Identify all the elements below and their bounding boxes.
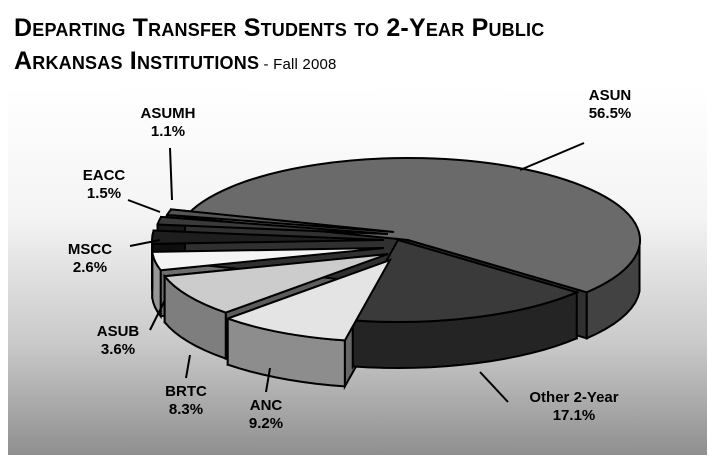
slice-asun	[183, 157, 641, 294]
leader-line-brtc	[185, 354, 191, 379]
slice-anc	[224, 258, 393, 342]
slice-value-mscc: 2.6%	[73, 259, 107, 276]
pie-tops	[151, 157, 641, 342]
slice-label-asun: ASUN	[589, 87, 632, 104]
slice-label-anc: ANC	[250, 397, 283, 414]
chart-subtitle: Fall 2008	[273, 56, 337, 73]
slice-asub	[151, 247, 385, 272]
slice-mscc	[151, 229, 385, 245]
leader-line-eacc	[127, 199, 161, 213]
leader-line-other-2-year	[479, 371, 509, 403]
leader-line-mscc	[129, 239, 161, 247]
slice-eacc	[156, 215, 389, 235]
leader-line-asun	[519, 142, 585, 171]
slice-label-asub: ASUB	[97, 323, 140, 340]
chart-title-line1: Departing Transfer Students to 2-Year Pu…	[14, 14, 544, 43]
slice-label-asumh: ASUMH	[141, 105, 196, 122]
leader-line-anc	[265, 367, 271, 393]
slice-value-asub: 3.6%	[101, 341, 135, 358]
slice-value-asun: 56.5%	[589, 105, 632, 122]
slice-label-brtc: BRTC	[165, 383, 207, 400]
slice-label-eacc: EACC	[83, 167, 126, 184]
title-separator: -	[259, 56, 274, 73]
leader-lines	[127, 142, 585, 403]
slice-other-2-year	[351, 238, 580, 323]
chart-title-line2: Arkansas Institutions - Fall 2008	[14, 47, 337, 76]
slice-value-brtc: 8.3%	[169, 401, 203, 418]
slice-asumh	[165, 208, 395, 233]
slice-value-asumh: 1.1%	[151, 123, 185, 140]
slice-label-mscc: MSCC	[68, 241, 112, 258]
leader-line-asub	[149, 299, 166, 331]
slice-value-eacc: 1.5%	[87, 185, 121, 202]
slice-value-anc: 9.2%	[249, 415, 283, 432]
slice-label-other-2-year: Other 2-Year	[529, 389, 618, 406]
slice-value-other-2-year: 17.1%	[553, 407, 596, 424]
chart-title-text-2: Arkansas Institutions	[14, 47, 260, 75]
chart-title-text-1: Departing Transfer Students to 2-Year Pu…	[14, 14, 545, 42]
slice-brtc	[162, 253, 389, 314]
leader-line-asumh	[169, 147, 173, 201]
